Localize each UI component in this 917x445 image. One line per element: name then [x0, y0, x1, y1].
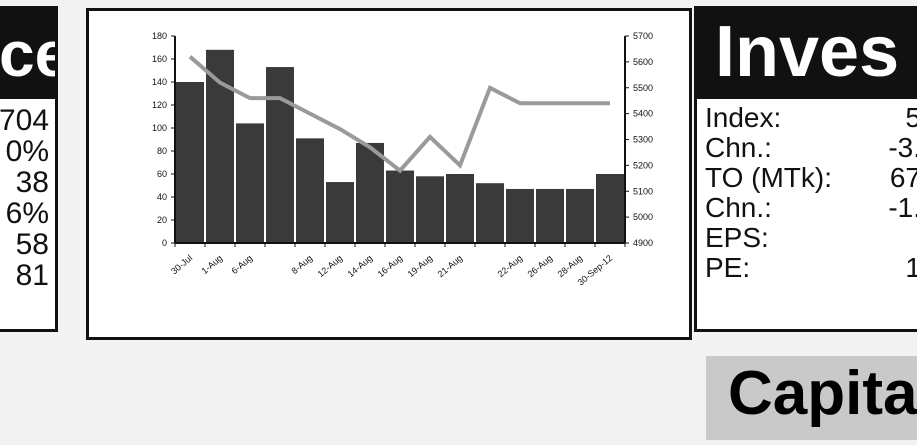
left-tick-label: 140: [152, 77, 167, 87]
left-tick-label: 160: [152, 54, 167, 64]
index-turnover-chart: 0 20 40 60 80 100 120 140 160 180 4900 5000 5100 5200…: [152, 31, 653, 288]
bar-8-Aug: [266, 67, 294, 243]
x-tick-label: 19-Aug: [406, 253, 435, 279]
bar-22-Aug: [446, 174, 474, 243]
bar-19-Aug: [386, 170, 414, 243]
left-tick-label: 80: [157, 146, 167, 156]
left-tick-label: 100: [152, 123, 167, 133]
info-label: TO (MTk):: [705, 162, 833, 193]
info-row-index: Index: 5: [697, 103, 917, 133]
info-row-change: Chn.: -3.: [697, 133, 917, 163]
left-tick-label: 0: [162, 238, 167, 248]
info-row-eps: EPS:: [697, 223, 917, 253]
capital-banner: Capita: [706, 356, 917, 440]
bar-6-Aug: [236, 123, 264, 243]
summary-value: 704: [0, 105, 50, 136]
summary-value: 0%: [5, 136, 49, 167]
left-tick-label: 180: [152, 31, 167, 41]
chart-panel: 0 20 40 60 80 100 120 140 160 180 4900 5000 5100 5200…: [86, 8, 692, 340]
market-summary-panel: ce 704 0% 38 6% 58 81: [0, 6, 58, 332]
right-tick-label: 5000: [633, 212, 653, 222]
investor-info-rows: Index: 5 Chn.: -3. TO (MTk): 67 Chn.: -1. EP…: [697, 99, 917, 283]
x-tick-label: 30-Jul: [169, 253, 194, 276]
x-tick-label: 16-Aug: [376, 253, 405, 279]
right-tick-label: 5300: [633, 135, 653, 145]
bar-26-Aug: [476, 183, 504, 243]
summary-value: 58: [15, 229, 49, 260]
left-tick-label: 40: [157, 192, 167, 202]
bar-12-Aug: [296, 138, 324, 243]
bar-30-Jul: [176, 82, 204, 243]
info-row-turnover-change: Chn.: -1.: [697, 193, 917, 223]
market-summary-heading: ce: [0, 9, 55, 99]
info-value: -1.: [888, 192, 917, 223]
x-tick-label: 6-Aug: [229, 253, 254, 276]
left-tick-label: 120: [152, 100, 167, 110]
bar-30-Sep-12: [596, 174, 624, 243]
summary-value: 81: [15, 260, 49, 291]
bar-28-Aug: [506, 188, 534, 243]
bar-21-Aug: [416, 176, 444, 243]
info-value: 5: [905, 103, 917, 133]
info-value: 1: [905, 253, 917, 283]
right-tick-label: 4900: [633, 238, 653, 248]
right-tick-label: 5400: [633, 109, 653, 119]
bar-1-Aug: [206, 49, 234, 243]
info-row-turnover: TO (MTk): 67: [697, 163, 917, 193]
right-tick-label: 5700: [633, 31, 653, 41]
bar-16-Aug: [356, 142, 384, 243]
x-tick-label: 8-Aug: [289, 253, 314, 276]
x-tick-label: 12-Aug: [316, 253, 345, 279]
bar-1-Sep: [566, 188, 594, 243]
x-tick-label: 21-Aug: [436, 253, 465, 279]
info-row-pe: PE: 1: [697, 253, 917, 283]
info-value: 67: [889, 162, 917, 193]
info-value: -3.: [888, 132, 917, 163]
x-tick-label: 22-Aug: [496, 253, 525, 279]
summary-value: 6%: [5, 198, 49, 229]
info-label: Chn.:: [705, 132, 772, 163]
market-summary-values: 704 0% 38 6% 58 81: [0, 99, 55, 291]
right-tick-label: 5500: [633, 83, 653, 93]
right-tick-label: 5100: [633, 186, 653, 196]
left-tick-label: 20: [157, 215, 167, 225]
left-tick-label: 60: [157, 169, 167, 179]
info-label: Index:: [705, 102, 782, 133]
investor-info-panel: Inves Index: 5 Chn.: -3. TO (MTk): 67 Chn.:…: [694, 6, 917, 332]
index-line: [188, 55, 610, 174]
info-label: EPS:: [705, 222, 769, 253]
x-tick-label: 26-Aug: [526, 253, 555, 279]
right-tick-label: 5200: [633, 160, 653, 170]
bar-30-Aug: [536, 188, 564, 243]
x-tick-label: 14-Aug: [346, 253, 375, 279]
bar-14-Aug: [326, 182, 354, 243]
right-tick-label: 5600: [633, 57, 653, 67]
capital-banner-text: Capita: [728, 359, 917, 428]
summary-value: 38: [15, 167, 49, 198]
info-label: PE:: [705, 252, 751, 283]
investor-info-heading: Inves: [697, 9, 917, 99]
info-label: Chn.:: [705, 192, 772, 223]
x-tick-label: 1-Aug: [199, 253, 224, 276]
